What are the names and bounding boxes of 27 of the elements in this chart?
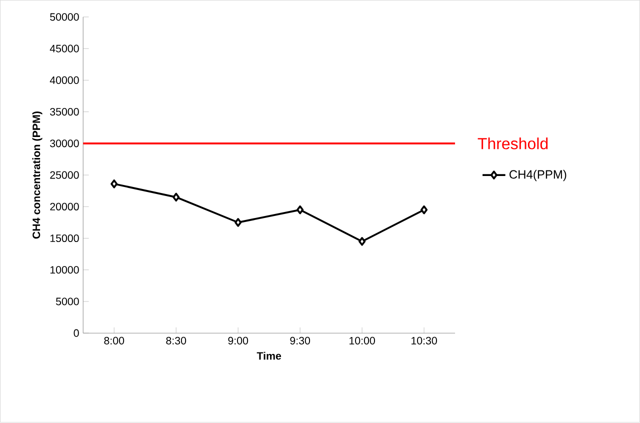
y-tick-label: 5000 (56, 298, 79, 306)
y-tick-label: 50000 (50, 13, 79, 21)
y-tick-label: 15000 (50, 234, 79, 242)
point (172, 192, 180, 202)
y-tick-label: 45000 (50, 45, 79, 53)
point (110, 180, 118, 189)
x-axis-title: Time (256, 352, 282, 360)
ref-line-label: Threshold (478, 138, 548, 150)
point (420, 206, 428, 214)
y-axis-title: CH4 concentration (PPM) (32, 112, 42, 239)
x-tick-label: 8:30 (166, 337, 186, 345)
x-tick-label: 10:00 (350, 337, 375, 345)
x-tick-label: 8:00 (104, 337, 124, 345)
point (234, 218, 242, 228)
y-tick-label: 35000 (50, 108, 79, 116)
point (296, 206, 304, 214)
y-tick-label: 30000 (50, 140, 79, 148)
x-tick-label: 9:30 (290, 337, 310, 345)
y-tick-label: 20000 (50, 203, 79, 211)
y-tick-label: 10000 (50, 266, 79, 274)
x-tick-label: 10:30 (412, 337, 437, 345)
point (358, 237, 366, 246)
y-tick-label: 40000 (50, 76, 79, 84)
x-tick-label: 9:00 (228, 337, 248, 345)
y-tick-label: 25000 (50, 171, 79, 180)
legend-label: CH4(PPM) (510, 170, 566, 182)
y-tick-label: 0 (74, 330, 79, 338)
